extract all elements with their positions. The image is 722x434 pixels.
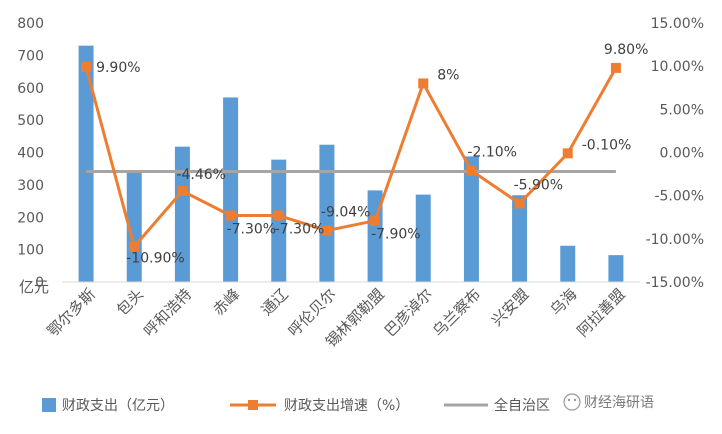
growth-data-label: -9.04%: [321, 205, 371, 221]
x-tick-label: 巴彦淖尔: [381, 285, 436, 340]
y-left-tick-label: 100: [17, 243, 44, 259]
y-right-tick-label: -5.00%: [654, 189, 704, 205]
bar-series: [78, 45, 624, 283]
growth-marker: [418, 78, 429, 89]
growth-line-series: [81, 62, 621, 252]
x-tick-label: 兴安盟: [488, 285, 533, 330]
y-left-tick-label: 700: [17, 48, 44, 64]
growth-data-label: 9.80%: [604, 42, 648, 58]
y-left-unit-label: 亿元: [19, 278, 49, 296]
y-left-tick-label: 500: [17, 113, 44, 129]
bar: [78, 45, 94, 282]
growth-data-label: -7.30%: [227, 222, 277, 238]
legend-bar-swatch: [42, 398, 56, 412]
data-labels: 9.90%-10.90%-4.46%-7.30%-7.30%-9.04%-7.9…: [96, 42, 648, 267]
growth-data-label: -7.30%: [275, 222, 325, 238]
watermark: 财经海研语: [563, 393, 654, 411]
y-right-tick-label: 15.00%: [651, 16, 704, 32]
bar: [174, 146, 190, 282]
y-right-tick-label: 0.00%: [660, 146, 704, 162]
growth-marker: [177, 186, 188, 197]
growth-data-label: -0.10%: [582, 137, 632, 153]
growth-marker: [610, 62, 621, 73]
bar: [512, 195, 528, 282]
bar: [223, 97, 239, 283]
x-tick-label: 包头: [113, 285, 147, 319]
growth-marker: [225, 210, 236, 221]
growth-marker: [81, 62, 92, 73]
growth-data-label: 8%: [437, 67, 459, 83]
bar: [608, 255, 624, 282]
bar: [463, 156, 479, 282]
y-left-tick-label: 400: [17, 146, 44, 162]
growth-data-label: -5.90%: [514, 177, 564, 193]
y-right-tick-label: -10.00%: [646, 232, 704, 248]
growth-data-label: -2.10%: [467, 145, 517, 161]
growth-marker: [466, 165, 477, 176]
bar: [271, 159, 287, 282]
legend-line-marker: [248, 400, 258, 410]
wechat-icon: [563, 393, 581, 411]
y-right-tick-label: 10.00%: [651, 59, 704, 75]
growth-line: [84, 66, 618, 249]
legend: 财政支出（亿元） 财政支出增速（%） 全自治区: [42, 397, 550, 414]
y-left-tick-label: 0: [35, 275, 44, 291]
bar: [319, 144, 335, 282]
bar: [415, 194, 431, 282]
growth-marker: [129, 241, 140, 252]
growth-data-label: 9.90%: [96, 60, 140, 76]
y-left-tick-label: 200: [17, 210, 44, 226]
growth-data-label: -10.90%: [126, 251, 184, 267]
x-tick-label: 乌兰察布: [429, 285, 484, 340]
x-tick-label: 赤峰: [209, 285, 243, 319]
legend-average-label: 全自治区: [494, 397, 550, 414]
growth-data-label: -7.90%: [371, 227, 421, 243]
wechat-icon-eye-right: [573, 398, 577, 402]
x-tick-label: 通辽: [258, 285, 292, 319]
growth-marker: [514, 198, 525, 209]
growth-marker: [321, 225, 332, 236]
x-tick-label: 呼和浩特: [140, 285, 195, 340]
growth-marker: [370, 215, 381, 226]
x-tick-label: 鄂尔多斯: [44, 285, 99, 340]
y-left-tick-label: 300: [17, 178, 44, 194]
watermark-text: 财经海研语: [584, 395, 654, 411]
bar: [126, 171, 142, 282]
x-tick-label: 阿拉善盟: [574, 285, 629, 340]
growth-data-label: -4.46%: [176, 167, 226, 183]
legend-bar-label: 财政支出（亿元）: [62, 398, 174, 414]
y-left-tick-label: 600: [17, 81, 44, 97]
y-right-tick-label: 5.00%: [660, 102, 704, 118]
y-right-tick-label: -15.00%: [646, 275, 704, 291]
bar: [560, 245, 576, 282]
legend-line-label: 财政支出增速（%）: [284, 398, 409, 414]
y-left-tick-label: 800: [17, 16, 44, 32]
growth-marker: [562, 148, 573, 159]
growth-marker: [273, 210, 284, 221]
x-tick-label: 乌海: [547, 285, 581, 319]
wechat-icon-eye-left: [567, 398, 571, 402]
